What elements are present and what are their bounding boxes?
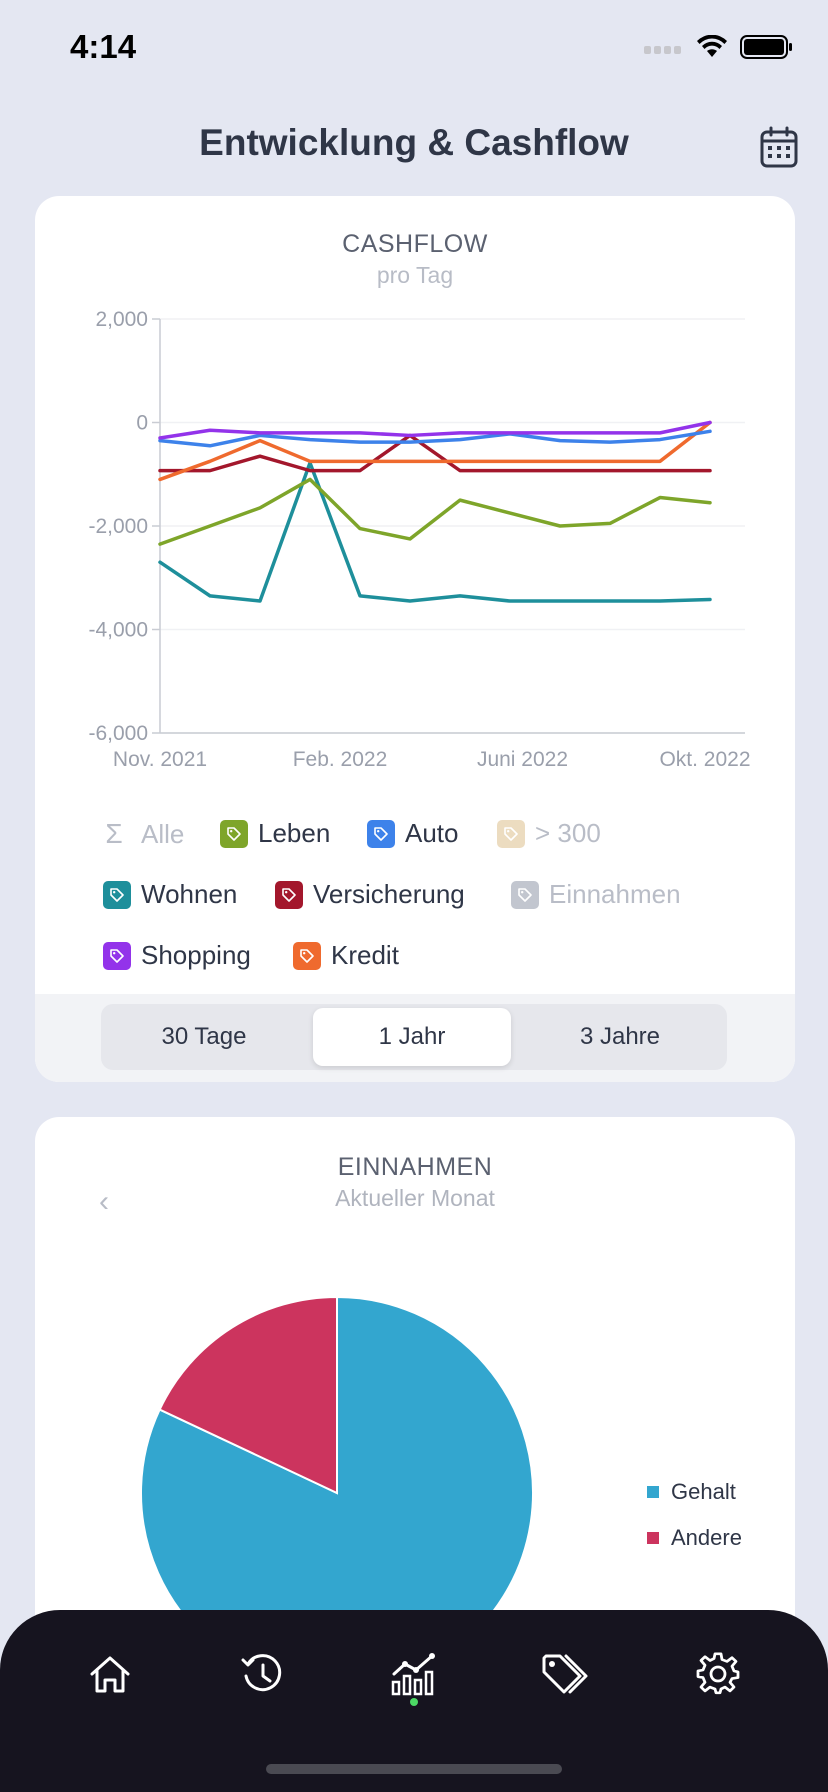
einnahmen-title: EINNAHMEN — [337, 1153, 493, 1181]
legend-item-300[interactable]: > 300 — [497, 818, 601, 849]
legend-item-leben[interactable]: Leben — [220, 818, 330, 849]
segment-3-jahre[interactable]: 3 Jahre — [579, 1023, 661, 1050]
segment-30-tage[interactable]: 30 Tage — [161, 1023, 247, 1050]
calendar-icon — [760, 126, 798, 168]
legend-item-versicherung[interactable]: Versicherung — [275, 879, 465, 910]
tab-settings[interactable] — [688, 1644, 748, 1704]
legend-label: Kredit — [331, 940, 399, 970]
tab-history[interactable] — [232, 1644, 292, 1704]
legend-item-einnahmen[interactable]: Einnahmen — [511, 879, 681, 910]
history-icon — [241, 1654, 282, 1692]
status-time: 4:14 — [70, 28, 137, 65]
tab-tags[interactable] — [536, 1644, 596, 1704]
legend-item-kredit[interactable]: Kredit — [293, 940, 399, 971]
y-tick-label: 2,000 — [95, 308, 148, 331]
x-tick-label: Feb. 2022 — [293, 748, 388, 771]
series-line-versicherung — [158, 433, 712, 473]
calendar-button[interactable] — [760, 126, 798, 168]
status-icons — [644, 34, 794, 60]
previous-month-chevron-icon[interactable]: ‹ — [99, 1185, 109, 1218]
pie-slice-andere — [158, 1295, 338, 1495]
legend-label: Alle — [141, 818, 185, 849]
home-icon — [90, 1656, 130, 1693]
battery-icon — [740, 35, 792, 59]
segment-1-jahr[interactable]: 1 Jahr — [313, 1008, 511, 1066]
tab-charts[interactable] — [384, 1644, 444, 1704]
sigma-icon: Σ — [105, 818, 123, 849]
tag-icon — [511, 880, 539, 909]
legend-item-shopping[interactable]: Shopping — [103, 940, 251, 971]
legend-swatch — [647, 1532, 659, 1544]
legend-item-auto[interactable]: Auto — [367, 818, 459, 849]
status-bar: 4:14 — [0, 0, 828, 100]
cashflow-subtitle: pro Tag — [376, 262, 454, 288]
cashflow-title: CASHFLOW — [342, 230, 488, 258]
y-tick-label: 0 — [136, 412, 148, 435]
legend-label: Auto — [405, 818, 459, 848]
tag-icon — [220, 819, 248, 848]
tag-icon — [293, 941, 321, 970]
einnahmen-subtitle: Aktueller Monat — [335, 1185, 495, 1211]
wifi-icon — [697, 35, 727, 57]
x-tick-label: Nov. 2021 — [113, 748, 207, 771]
legend-swatch — [647, 1486, 659, 1498]
cashflow-card: CASHFLOW pro Tag 2,000 0 -2,000 -4,000 -6,00… — [35, 196, 795, 1082]
x-tick-label: Juni 2022 — [477, 748, 568, 771]
period-selector-area: 30 Tage 1 Jahr 3 Jahre — [35, 994, 795, 1082]
y-tick-label: -4,000 — [88, 619, 148, 642]
legend-label: Einnahmen — [549, 879, 681, 909]
tag-icon — [103, 941, 131, 970]
legend-label: Versicherung — [313, 879, 465, 909]
tab-bar — [0, 1610, 828, 1792]
pie-legend-item-andere[interactable]: Andere — [647, 1525, 742, 1551]
legend-label: Wohnen — [141, 879, 238, 909]
legend-label: > 300 — [535, 818, 601, 848]
tag-icon — [497, 819, 525, 848]
tag-icon — [103, 880, 131, 909]
tag-icon — [367, 819, 395, 848]
active-tab-indicator — [410, 1698, 418, 1706]
tags-icon — [542, 1654, 588, 1694]
cashflow-line-chart[interactable]: 2,000 0 -2,000 -4,000 -6,000 Nov. 2021 Feb. 20… — [35, 196, 795, 786]
series-line-leben — [158, 477, 712, 546]
legend-item-wohnen[interactable]: Wohnen — [103, 879, 237, 910]
legend-label: Leben — [258, 818, 331, 848]
series-line-shopping — [158, 420, 712, 440]
series-line-kredit — [158, 420, 712, 482]
tab-home[interactable] — [80, 1644, 140, 1704]
legend-label: Andere — [671, 1525, 742, 1550]
legend-item-alle[interactable]: Σ Alle — [103, 818, 184, 850]
legend-label: Shopping — [141, 940, 251, 970]
chart-icon — [391, 1653, 435, 1696]
gear-icon — [696, 1652, 740, 1695]
series-line-auto — [158, 429, 712, 448]
x-tick-label: Okt. 2022 — [659, 748, 750, 771]
tag-icon — [275, 880, 303, 909]
legend-label: Gehalt — [671, 1479, 736, 1504]
home-indicator — [266, 1764, 562, 1774]
cellular-signal-icon — [644, 46, 681, 54]
y-tick-label: -6,000 — [88, 722, 148, 745]
y-tick-label: -2,000 — [88, 515, 148, 538]
pie-legend-item-gehalt[interactable]: Gehalt — [647, 1479, 736, 1505]
period-segmented-control: 30 Tage 1 Jahr 3 Jahre — [101, 1004, 727, 1070]
series-line-wohnen — [158, 461, 712, 603]
page-title: Entwicklung & Cashflow — [199, 122, 629, 163]
